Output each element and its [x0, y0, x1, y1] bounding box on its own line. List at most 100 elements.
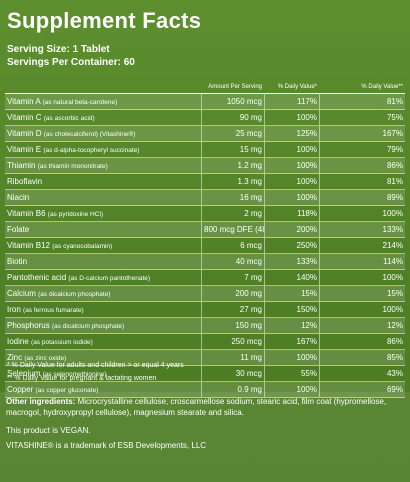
amount: 1.3 mg	[201, 174, 264, 189]
nutrient-name: Vitamin D	[7, 129, 42, 138]
nutrient-row: Iron (as ferrous fumarate) 27 mg 150% 100%	[5, 302, 405, 318]
amount: 0.9 mg	[201, 382, 264, 397]
nutrient-name: Folate	[7, 225, 30, 234]
amount: 40 mcg	[201, 254, 264, 269]
facts-table: Amount Per Serving % Daily Value* % Dail…	[5, 82, 405, 398]
dv-pregnant: 133%	[319, 222, 405, 237]
nutrient-source: (as cyanocobalamin)	[52, 243, 113, 250]
footnote: * % Daily Value for adults and children …	[7, 362, 184, 369]
ingredients: Other ingredients: Microcrystalline cell…	[6, 396, 404, 418]
dv-pregnant: 100%	[319, 302, 405, 317]
amount: 2 mg	[201, 206, 264, 221]
dv-adults: 100%	[264, 382, 319, 397]
nutrient-row: Zinc (as zinc oxide) 11 mg 100% 85%	[5, 350, 405, 366]
nutrient-row: Pantothenic acid (as D-calcium pantothen…	[5, 270, 405, 286]
nutrient-cell: Iodine (as potassium iodide)	[5, 337, 201, 346]
nutrient-name: Vitamin B6	[7, 209, 46, 218]
dv-adults: 250%	[264, 238, 319, 253]
dv-adults: 12%	[264, 318, 319, 333]
nutrient-name: Thiamin	[7, 161, 36, 170]
nutrient-cell: Selenium (as selenomethionine)	[5, 369, 201, 378]
dv-pregnant: 100%	[319, 270, 405, 285]
serving-size: Serving Size: 1 Tablet	[7, 44, 110, 55]
nutrient-source: (as cholecalciferol) (Vitashine®)	[43, 131, 136, 138]
amount: 150 mg	[201, 318, 264, 333]
nutrient-cell: Vitamin D (as cholecalciferol) (Vitashin…	[5, 129, 201, 138]
dv-adults: 117%	[264, 94, 319, 109]
nutrient-source: (as potassium iodide)	[31, 339, 93, 346]
nutrient-source: (as ferrous fumarate)	[23, 307, 84, 314]
amount: 250 mcg	[201, 334, 264, 349]
nutrient-cell: Calcium (as dicalcium phosphate)	[5, 289, 201, 298]
dv-adults: 100%	[264, 110, 319, 125]
dv-adults: 100%	[264, 190, 319, 205]
nutrient-row: Folate 800 mcg DFE (480 mcg folic acid)20…	[5, 222, 405, 238]
dv-adults: 167%	[264, 334, 319, 349]
amount: 90 mg	[201, 110, 264, 125]
nutrient-source: (as dicalcium phosphate)	[38, 291, 111, 298]
dv-pregnant: 15%	[319, 286, 405, 301]
nutrient-cell: Niacin	[5, 193, 201, 202]
dv-pregnant: 79%	[319, 142, 405, 157]
amount: 16 mg	[201, 190, 264, 205]
nutrient-row: Vitamin B6 (as pyridoxine HCl) 2 mg 118% 10…	[5, 206, 405, 222]
nutrient-cell: Folate	[5, 225, 201, 234]
footnote: ** % Daily Value for pregnant & lactatin…	[7, 375, 157, 382]
nutrient-source: (as zinc oxide)	[24, 355, 67, 362]
nutrient-cell: Pantothenic acid (as D-calcium pantothen…	[5, 273, 201, 282]
nutrient-row: Selenium (as selenomethionine) 30 mcg 55% 4…	[5, 366, 405, 382]
dv-pregnant: 89%	[319, 190, 405, 205]
dv-pregnant: 86%	[319, 158, 405, 173]
nutrient-cell: Vitamin E (as d-alpha-tocopheryl succina…	[5, 145, 201, 154]
dv-pregnant: 12%	[319, 318, 405, 333]
nutrient-cell: Vitamin B6 (as pyridoxine HCl)	[5, 209, 201, 218]
nutrient-cell: Biotin	[5, 257, 201, 266]
dv-pregnant: 81%	[319, 94, 405, 109]
nutrient-row: Biotin 40 mcg 133% 114%	[5, 254, 405, 270]
nutrient-cell: Iron (as ferrous fumarate)	[5, 305, 201, 314]
amount: 30 mcg	[201, 366, 264, 381]
nutrient-row: Vitamin A (as natural beta-carotene) 1050…	[5, 94, 405, 110]
nutrient-name: Pantothenic acid	[7, 273, 67, 282]
dv-pregnant: 69%	[319, 382, 405, 397]
nutrient-name: Phosphorus	[7, 321, 50, 330]
nutrient-cell: Vitamin B12 (as cyanocobalamin)	[5, 241, 201, 250]
column-header: % Daily Value*	[277, 84, 317, 90]
amount: 200 mg	[201, 286, 264, 301]
ingredients-text: Microcrystalline cellulose, croscarmello…	[6, 397, 387, 417]
nutrient-name: Zinc	[7, 353, 23, 362]
nutrient-name: Calcium	[7, 289, 36, 298]
nutrient-source: (as pyridoxine HCl)	[47, 211, 104, 218]
vegan-note: This product is VEGAN.	[6, 426, 91, 435]
nutrient-row: Phosphorus (as dicalcium phosphate) 150 m…	[5, 318, 405, 334]
nutrient-name: Biotin	[7, 257, 28, 266]
amount: 6 mcg	[201, 238, 264, 253]
amount: 1.2 mg	[201, 158, 264, 173]
dv-pregnant: 100%	[319, 206, 405, 221]
dv-pregnant: 114%	[319, 254, 405, 269]
dv-pregnant: 85%	[319, 350, 405, 365]
nutrient-name: Vitamin B12	[7, 241, 50, 250]
nutrient-cell: Thiamin (as thiamin mononitrate)	[5, 161, 201, 170]
nutrient-name: Vitamin E	[7, 145, 42, 154]
dv-adults: 100%	[264, 174, 319, 189]
nutrient-source: (as selenomethionine)	[42, 371, 107, 378]
nutrient-name: Vitamin A	[7, 97, 41, 106]
nutrient-cell: Vitamin A (as natural beta-carotene)	[5, 97, 201, 106]
dv-adults: 100%	[264, 158, 319, 173]
dv-pregnant: 214%	[319, 238, 405, 253]
dv-adults: 100%	[264, 350, 319, 365]
dv-adults: 140%	[264, 270, 319, 285]
servings-per-container: Servings Per Container: 60	[7, 57, 135, 68]
nutrient-row: Vitamin C (as ascorbic acid) 90 mg 100% 75%	[5, 110, 405, 126]
amount: 1050 mcg	[201, 94, 264, 109]
nutrient-source: (as natural beta-carotene)	[42, 99, 118, 106]
nutrient-row: Vitamin B12 (as cyanocobalamin) 6 mcg 250%…	[5, 238, 405, 254]
nutrient-source: (as copper gluconate)	[35, 387, 99, 394]
dv-adults: 125%	[264, 126, 319, 141]
nutrient-name: Copper	[7, 385, 34, 394]
column-header: Amount Per Serving	[208, 84, 262, 90]
nutrient-name: Selenium	[7, 369, 41, 378]
nutrient-row: Vitamin D (as cholecalciferol) (Vitashin…	[5, 126, 405, 142]
